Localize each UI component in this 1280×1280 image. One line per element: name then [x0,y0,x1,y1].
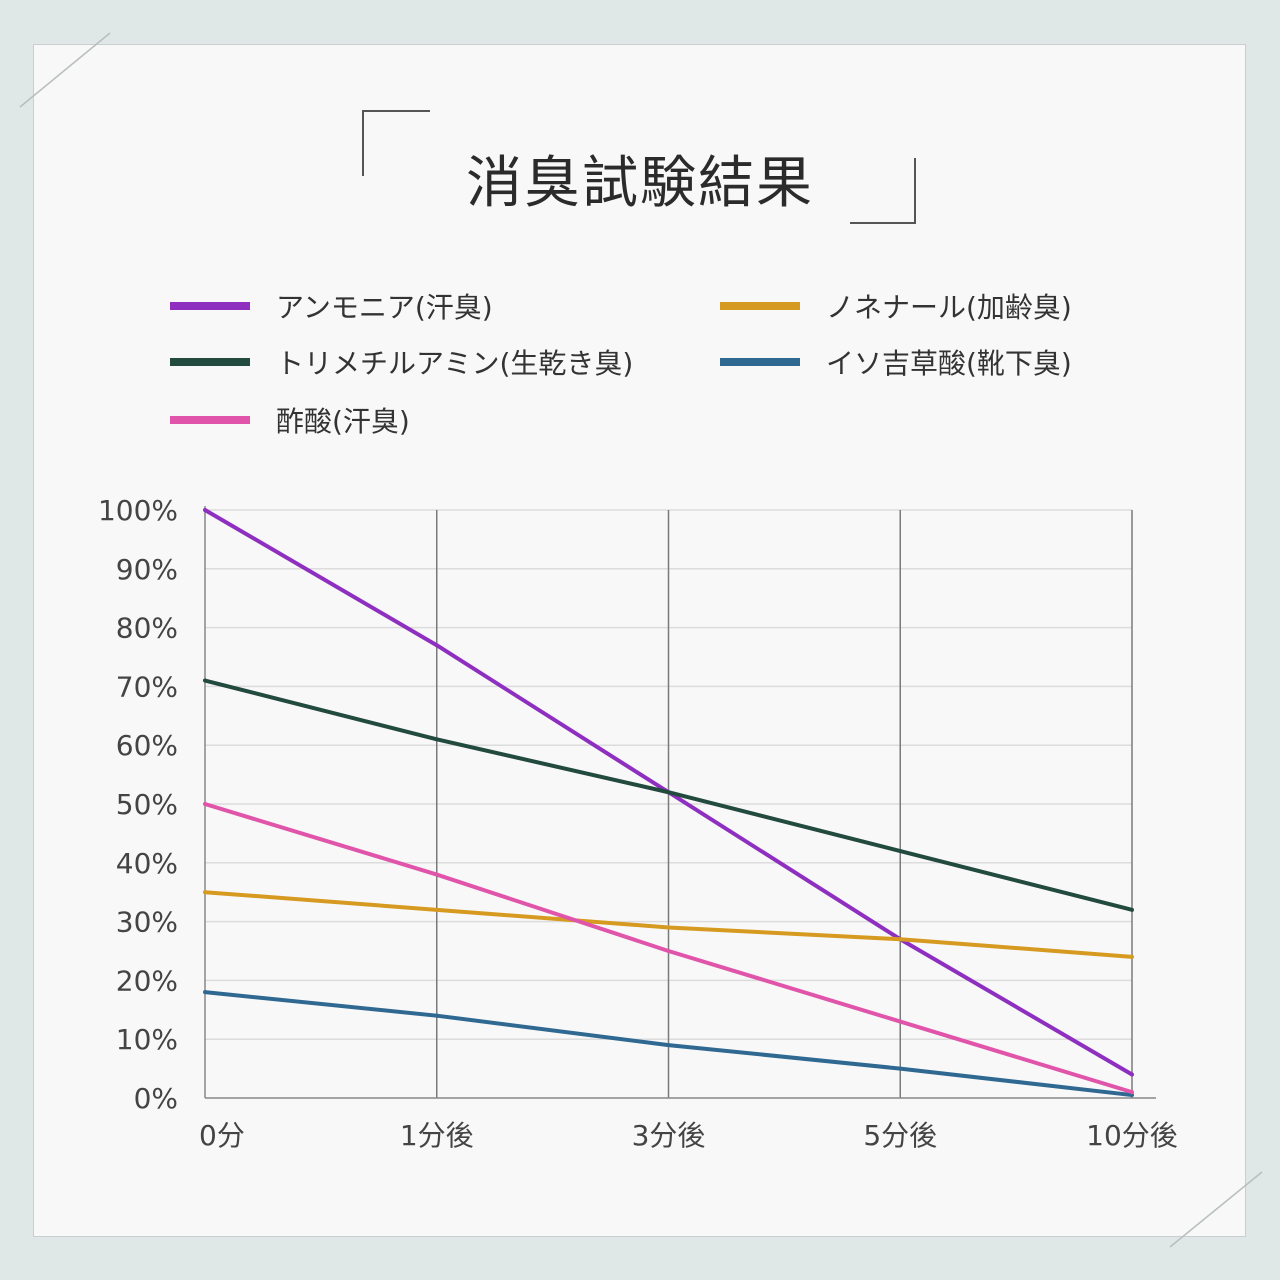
data-point [203,508,207,512]
legend-label-nonenal: ノネナール(加齢臭) [826,291,1072,324]
y-tick-label: 40% [116,847,178,880]
data-point [898,1066,903,1071]
legend-swatch-acetic-acid [170,416,250,424]
data-point [898,849,903,854]
y-tick-label: 0% [134,1082,178,1115]
x-tick-label: 5分後 [863,1119,937,1152]
x-tick-label: 3分後 [632,1119,706,1152]
legend-item-trimethylamine: トリメチルアミン(生乾き臭) [170,340,633,384]
legend-swatch-trimethylamine [170,358,250,366]
data-point [434,737,439,742]
data-point [1130,954,1134,959]
data-point [898,1019,903,1024]
data-point [1130,1093,1134,1098]
data-point [203,890,207,895]
data-point [898,937,903,942]
legend-swatch-isovaleric-acid [720,358,800,366]
title-brackets [362,110,916,224]
x-tick-label: 1分後 [400,1119,474,1152]
y-tick-label: 50% [116,788,178,821]
x-tick-label: 0分 [199,1119,245,1152]
data-point [1130,1072,1134,1077]
data-point [434,907,439,912]
legend-item-ammonia: アンモニア(汗臭) [170,284,493,328]
chart-title: 消臭試験結果 [466,151,814,216]
data-point [434,1013,439,1018]
title-block: 消臭試験結果 [360,108,920,228]
data-point [666,790,671,795]
data-point [434,872,439,877]
y-tick-label: 60% [116,729,178,762]
data-point [434,643,439,648]
y-tick-label: 30% [116,906,178,939]
y-tick-label: 10% [116,1023,178,1056]
legend-label-trimethylamine: トリメチルアミン(生乾き臭) [276,347,634,380]
legend-swatch-nonenal [720,302,800,310]
y-tick-label: 80% [116,612,178,645]
chart-card [33,44,1246,1237]
data-point [666,1043,671,1048]
title-close-bracket [850,158,916,224]
legend-item-nonenal: ノネナール(加齢臭) [720,284,1072,328]
legend-label-acetic-acid: 酢酸(汗臭) [276,405,410,438]
x-tick-label: 10分後 [1086,1119,1178,1152]
legend-label-isovaleric-acid: イソ吉草酸(靴下臭) [826,347,1072,380]
data-point [666,925,671,930]
y-tick-label: 70% [116,670,178,703]
legend-item-isovaleric-acid: イソ吉草酸(靴下臭) [720,340,1072,384]
y-tick-label: 90% [116,553,178,586]
data-point [666,949,671,953]
y-tick-label: 20% [116,964,178,997]
title-open-bracket [362,110,430,176]
data-point [1130,1090,1134,1095]
data-point [203,678,207,683]
legend: アンモニア(汗臭) ノネナール(加齢臭) トリメチルアミン(生乾き臭) イソ吉草… [170,280,1150,450]
legend-item-acetic-acid: 酢酸(汗臭) [170,398,410,442]
data-point [203,802,207,806]
legend-label-ammonia: アンモニア(汗臭) [276,291,493,324]
data-point [1130,907,1134,912]
y-tick-label: 100% [98,494,178,527]
data-point [203,990,207,995]
legend-swatch-ammonia [170,302,250,310]
